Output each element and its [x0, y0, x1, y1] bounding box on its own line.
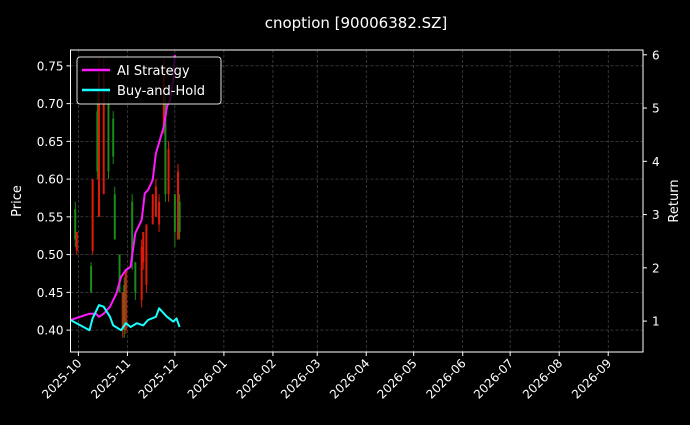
y2-tick-label: 6 [652, 48, 660, 62]
candle-body [140, 247, 143, 300]
candle [140, 239, 143, 308]
candle [113, 186, 116, 240]
legend: AI Strategy Buy-and-Hold [76, 56, 222, 105]
candle-body [121, 292, 124, 331]
candle-body [97, 73, 100, 217]
legend-box [76, 56, 222, 105]
candle [173, 194, 176, 248]
candle-body [154, 186, 157, 217]
candle-body [178, 201, 181, 232]
candle-body [96, 111, 99, 172]
candle [178, 194, 181, 240]
y2-tick-label: 3 [652, 208, 660, 222]
candle [142, 231, 145, 270]
candle-body [124, 269, 127, 331]
x-tick-label: 2026-09 [569, 356, 614, 401]
y2-tick-label: 2 [652, 261, 660, 275]
y2-tick-label: 1 [652, 315, 660, 329]
candle-body [74, 209, 77, 240]
x-tick-label: 2026-01 [185, 356, 230, 401]
candle [121, 292, 124, 338]
legend-label-buy-and-hold: Buy-and-Hold [117, 84, 205, 99]
candle [154, 179, 157, 217]
candle-body [177, 171, 180, 240]
candle-body [131, 201, 134, 263]
candle-body [112, 118, 115, 157]
candle [74, 201, 77, 248]
y-axis-return: 1 2 3 4 5 6 [643, 48, 660, 329]
x-tick-label: 2026-04 [327, 356, 372, 401]
candle [134, 262, 137, 300]
x-tick-label: 2025-10 [39, 356, 84, 401]
x-tick-label: 2026-07 [471, 356, 516, 401]
candle-body [113, 194, 116, 240]
x-tick-label: 2026-03 [278, 356, 323, 401]
y-tick-label: 0.70 [37, 97, 64, 111]
candle [145, 224, 148, 293]
y-tick-label: 0.75 [37, 59, 64, 73]
candle-body [123, 284, 126, 331]
candle-body [118, 254, 121, 293]
axes-frame [70, 49, 644, 353]
y2-tick-label: 5 [652, 102, 660, 116]
x-tick-label: 2026-02 [234, 356, 279, 401]
x-axis: 2025-10 2025-11 2025-12 2026-01 2026-022026-… [39, 352, 614, 402]
candle-body [91, 179, 94, 251]
y-tick-label: 0.55 [37, 210, 64, 224]
candle-body [142, 231, 145, 263]
y2-axis-label: Return [667, 179, 682, 222]
y-tick-label: 0.40 [37, 324, 64, 338]
grid [70, 50, 643, 352]
candle-body [151, 194, 154, 225]
candle [123, 277, 126, 338]
candle-body [90, 265, 93, 293]
legend-label-ai-strategy: AI Strategy [117, 64, 190, 79]
candle-body [173, 194, 176, 232]
candle [151, 194, 154, 225]
candle-body [134, 262, 137, 293]
candle [167, 141, 170, 202]
candle-body [102, 73, 105, 195]
ai-strategy-line [70, 54, 176, 321]
candle-body [158, 201, 161, 225]
y-axis-label: Price [10, 185, 25, 217]
y-tick-label: 0.50 [37, 248, 64, 262]
candle [177, 164, 180, 240]
x-tick-label: 2025-11 [88, 356, 133, 401]
x-tick-label: 2026-05 [374, 356, 419, 401]
x-tick-label: 2025-12 [136, 356, 181, 401]
candle-body [75, 231, 78, 251]
y-tick-label: 0.45 [37, 286, 64, 300]
y-tick-label: 0.60 [37, 173, 64, 187]
return-lines [70, 54, 181, 332]
candle-body [164, 103, 167, 195]
buy-and-hold-line [70, 304, 181, 332]
candle [90, 262, 93, 294]
y2-tick-label: 4 [652, 155, 660, 169]
candle [158, 194, 161, 232]
y-axis-price: 0.40 0.45 0.50 0.55 0.60 0.65 0.70 0.75 [37, 59, 71, 338]
y-tick-label: 0.65 [37, 135, 64, 149]
candle-body [145, 224, 148, 285]
chart-title: cnoption [90006382.SZ] [265, 14, 448, 32]
candle-body [107, 103, 110, 172]
x-tick-label: 2026-08 [520, 356, 565, 401]
x-tick-label: 2026-06 [423, 356, 468, 401]
candle-body [167, 148, 170, 195]
candle [91, 179, 94, 255]
candle [112, 111, 115, 165]
candle [75, 231, 78, 255]
